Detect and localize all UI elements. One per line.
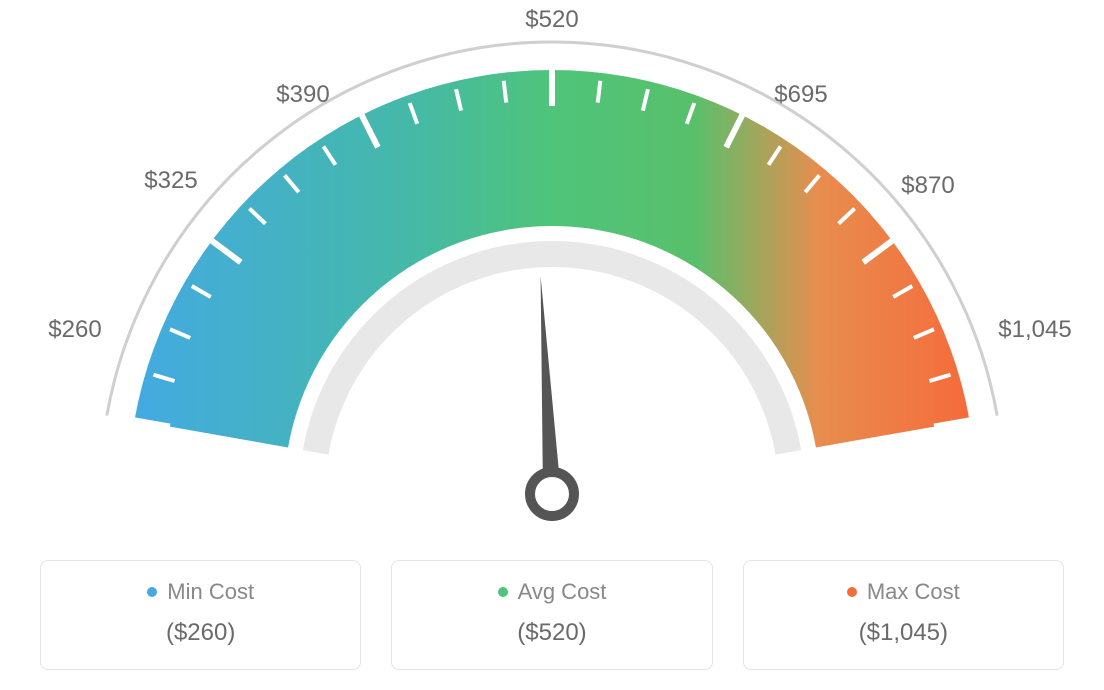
gauge-tick-label: $870: [901, 172, 954, 200]
legend-label: Avg Cost: [518, 579, 607, 605]
legend-card-avg: Avg Cost ($520): [391, 560, 712, 670]
legend-card-min: Min Cost ($260): [40, 560, 361, 670]
legend-row: Min Cost ($260) Avg Cost ($520) Max Cost…: [0, 560, 1104, 670]
dot-icon: [847, 587, 857, 597]
dot-icon: [147, 587, 157, 597]
legend-title-row: Max Cost: [754, 579, 1053, 605]
dot-icon: [498, 587, 508, 597]
gauge-tick-label: $390: [276, 81, 329, 109]
legend-value: ($260): [51, 619, 350, 647]
legend-card-max: Max Cost ($1,045): [743, 560, 1064, 670]
legend-title-row: Avg Cost: [402, 579, 701, 605]
gauge-tick-label: $695: [774, 81, 827, 109]
gauge-tick-label: $325: [144, 167, 197, 195]
gauge-svg: [0, 0, 1104, 560]
legend-title-row: Min Cost: [51, 579, 350, 605]
gauge-tick-label: $520: [525, 6, 578, 34]
gauge-tick-label: $1,045: [998, 316, 1071, 344]
legend-value: ($1,045): [754, 619, 1053, 647]
gauge-tick-label: $260: [48, 316, 101, 344]
gauge-chart: $260 $325 $390 $520 $695 $870 $1,045: [0, 0, 1104, 560]
legend-label: Max Cost: [867, 579, 960, 605]
legend-label: Min Cost: [167, 579, 254, 605]
legend-value: ($520): [402, 619, 701, 647]
